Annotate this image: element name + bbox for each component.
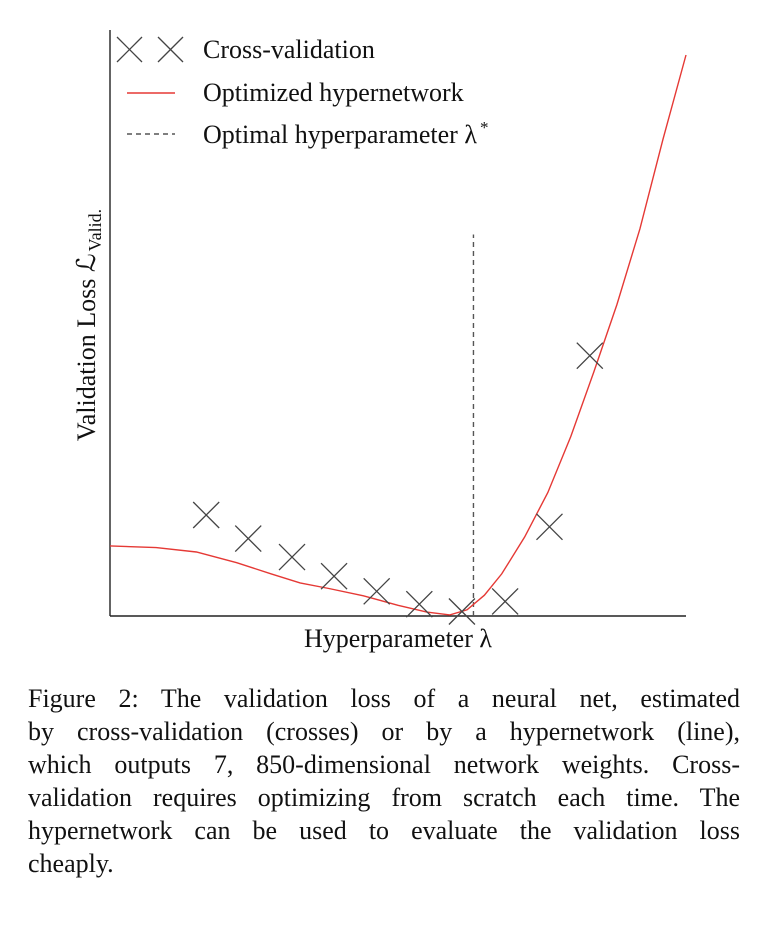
figure-2: Cross-validation Optimized hypernetwork … (72, 30, 687, 653)
caption-line: cheaply. (28, 849, 114, 878)
validation-loss-chart: Cross-validation Optimized hypernetwork … (72, 30, 687, 653)
legend-cross-marker-2 (157, 36, 184, 63)
y-axis-label: Validation Loss ℒValid. (72, 209, 105, 441)
caption-line: which outputs 7, 850-dimensional network… (28, 750, 740, 779)
cross-validation-point (491, 587, 519, 615)
cross-validation-point (405, 590, 433, 618)
cross-validation-point (576, 342, 604, 370)
cross-validation-point (234, 525, 262, 553)
legend-cross-marker-1 (116, 36, 143, 63)
cross-validation-point (448, 598, 476, 625)
legend-label-hypernetwork: Optimized hypernetwork (203, 78, 464, 107)
legend-label-optimal: Optimal hyperparameter λ * (203, 118, 488, 149)
legend-label-cross-validation: Cross-validation (203, 35, 375, 64)
cross-validation-point (192, 501, 220, 529)
cross-validation-point (536, 513, 563, 541)
cross-validation-markers (192, 342, 604, 625)
figure-caption: Figure 2: The validation loss of a neura… (28, 682, 740, 880)
hypernetwork-series-line (109, 54, 687, 616)
caption-line: by cross-validation (crosses) or by a hy… (28, 717, 740, 746)
cross-validation-point (320, 562, 348, 590)
caption-line: hypernetwork can be used to evaluate the… (28, 816, 740, 845)
cross-validation-point (363, 577, 391, 605)
caption-line: validation requires optimizing from scra… (28, 783, 740, 812)
x-axis-label: Hyperparameter λ (304, 624, 492, 653)
cross-validation-point (278, 543, 306, 571)
legend: Cross-validation Optimized hypernetwork … (116, 35, 488, 149)
caption-line: Figure 2: The validation loss of a neura… (28, 684, 740, 713)
